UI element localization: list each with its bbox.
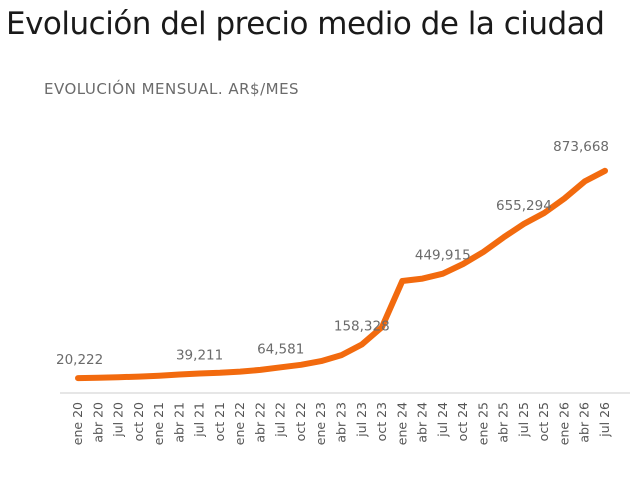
x-tick-label: oct 24 (455, 402, 470, 441)
x-tick-label: jul 25 (516, 402, 531, 438)
x-tick-label: jul 22 (273, 402, 288, 438)
x-tick-label: abr 20 (90, 402, 105, 443)
x-tick-label: ene 21 (151, 402, 166, 445)
x-tick-label: jul 24 (435, 402, 450, 438)
x-tick-label: ene 20 (70, 402, 85, 445)
chart-title: Evolución del precio medio de la ciudad (6, 6, 605, 42)
x-tick-label: abr 25 (496, 402, 511, 443)
x-tick-label: jul 23 (354, 402, 369, 438)
x-tick-label: abr 21 (171, 402, 186, 443)
data-label: 449,915 (415, 248, 471, 264)
x-axis-ticks: ene 20 abr 20 jul 20 oct 20 ene 21 abr 21 jul … (70, 402, 612, 445)
data-label: 20,222 (56, 352, 103, 368)
series-line (75, 167, 608, 382)
data-label: 655,294 (496, 198, 552, 214)
x-tick-label: jul 20 (111, 402, 126, 438)
data-label: 873,668 (553, 139, 609, 155)
x-tick-label: oct 20 (131, 402, 146, 441)
data-labels: 20,222 39,211 64,581 158,328 449,915 655,294 8… (56, 139, 609, 368)
x-tick-label: abr 26 (577, 402, 592, 443)
x-tick-label: abr 23 (334, 402, 349, 443)
x-tick-label: ene 23 (313, 402, 328, 445)
x-tick-label: ene 24 (394, 402, 409, 445)
x-tick-label: abr 22 (252, 402, 267, 443)
x-tick-label: jul 26 (597, 402, 612, 438)
data-label: 64,581 (257, 341, 304, 357)
x-tick-label: oct 21 (212, 402, 227, 441)
x-tick-label: abr 24 (415, 402, 430, 443)
x-tick-label: jul 21 (192, 402, 207, 438)
x-tick-label: oct 23 (374, 402, 389, 441)
x-tick-label: ene 25 (475, 402, 490, 445)
data-label: 39,211 (176, 348, 223, 364)
x-tick-label: ene 22 (232, 402, 247, 445)
data-label: 158,328 (334, 319, 390, 335)
x-tick-label: oct 22 (293, 402, 308, 441)
chart-subtitle: EVOLUCIÓN MENSUAL. AR$/MES (44, 80, 300, 98)
x-tick-label: oct 25 (536, 402, 551, 441)
x-tick-label: ene 26 (557, 402, 572, 445)
